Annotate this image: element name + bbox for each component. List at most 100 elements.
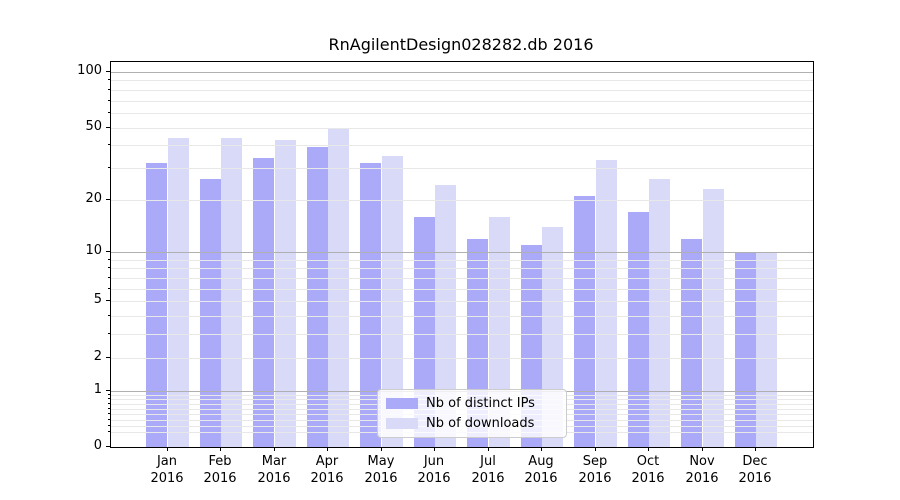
x-tick-year: 2016: [310, 471, 344, 486]
x-tick-month: Jun: [423, 454, 445, 469]
bar-distinct-ips-apr: [307, 147, 328, 447]
bar-downloads-oct: [649, 179, 670, 447]
y-minor-tick-mark: [108, 408, 110, 409]
y-minor-tick-mark: [108, 112, 110, 113]
x-tick-mark: [702, 447, 703, 451]
bar-distinct-ips-jan: [146, 163, 167, 447]
x-tick-mark: [595, 447, 596, 451]
y-minor-tick-mark: [108, 333, 110, 334]
bar-downloads-jan: [168, 138, 189, 447]
y-minor-tick-mark: [108, 431, 110, 432]
x-tick-month: Nov: [689, 454, 715, 469]
bar-distinct-ips-oct: [628, 212, 649, 447]
x-tick-label-dec: Dec 2016: [723, 453, 787, 487]
x-tick-label-jan: Jan 2016: [135, 453, 199, 487]
minor-gridline: [111, 301, 813, 302]
y-minor-tick-mark: [108, 398, 110, 399]
y-tick-label: 5: [93, 292, 102, 307]
major-gridline: [111, 252, 813, 253]
x-tick-mark: [648, 447, 649, 451]
x-tick-label-mar: Mar 2016: [242, 453, 306, 487]
chart-title: RnAgilentDesign028282.db 2016: [328, 35, 594, 54]
y-minor-tick-mark: [108, 300, 110, 301]
y-tick-label: 0: [93, 438, 102, 453]
x-tick-month: Feb: [208, 454, 232, 469]
x-tick-month: Oct: [636, 454, 660, 469]
minor-gridline: [111, 113, 813, 114]
minor-gridline: [111, 200, 813, 201]
x-tick-year: 2016: [471, 471, 505, 486]
y-minor-tick-mark: [108, 127, 110, 128]
bar-downloads-apr: [328, 128, 349, 447]
x-tick-year: 2016: [257, 471, 291, 486]
minor-gridline: [111, 128, 813, 129]
legend-swatch-downloads-icon: [386, 418, 418, 429]
minor-gridline: [111, 334, 813, 335]
y-minor-tick-mark: [108, 315, 110, 316]
minor-gridline: [111, 268, 813, 269]
x-tick-year: 2016: [631, 471, 665, 486]
y-minor-tick-mark: [108, 199, 110, 200]
x-tick-month: Apr: [315, 454, 339, 469]
x-tick-label-sep: Sep 2016: [563, 453, 627, 487]
x-tick-label-nov: Nov 2016: [670, 453, 734, 487]
minor-gridline: [111, 358, 813, 359]
bar-downloads-nov: [703, 189, 724, 447]
x-tick-label-apr: Apr 2016: [295, 453, 359, 487]
plot-area: [110, 61, 814, 448]
x-tick-month: May: [367, 454, 395, 469]
x-tick-mark: [755, 447, 756, 451]
y-minor-tick-mark: [108, 288, 110, 289]
y-tick-label: 2: [93, 349, 102, 364]
minor-gridline: [111, 80, 813, 81]
legend: Nb of distinct IPs Nb of downloads: [377, 389, 567, 438]
x-tick-month: Dec: [742, 454, 768, 469]
x-tick-year: 2016: [524, 471, 558, 486]
x-tick-mark: [541, 447, 542, 451]
y-tick-mark: [106, 251, 110, 252]
y-minor-tick-mark: [108, 394, 110, 395]
bar-distinct-ips-dec: [735, 252, 756, 447]
x-tick-label-oct: Oct 2016: [616, 453, 680, 487]
bar-distinct-ips-feb: [200, 179, 221, 447]
minor-gridline: [111, 101, 813, 102]
x-tick-year: 2016: [578, 471, 612, 486]
minor-gridline: [111, 316, 813, 317]
x-tick-mark: [488, 447, 489, 451]
minor-gridline: [111, 145, 813, 146]
x-tick-mark: [381, 447, 382, 451]
y-tick-label: 1: [93, 382, 102, 397]
y-minor-tick-mark: [108, 267, 110, 268]
x-tick-year: 2016: [738, 471, 772, 486]
bar-downloads-mar: [275, 140, 296, 447]
y-minor-tick-mark: [108, 89, 110, 90]
x-tick-mark: [327, 447, 328, 451]
y-tick-mark: [106, 390, 110, 391]
x-tick-mark: [220, 447, 221, 451]
x-tick-label-aug: Aug 2016: [509, 453, 573, 487]
bar-distinct-ips-sep: [574, 196, 595, 447]
x-tick-mark: [167, 447, 168, 451]
y-minor-tick-mark: [108, 167, 110, 168]
x-tick-month: Jul: [480, 454, 496, 469]
x-tick-year: 2016: [417, 471, 451, 486]
x-tick-year: 2016: [150, 471, 184, 486]
y-minor-tick-mark: [108, 100, 110, 101]
x-tick-year: 2016: [364, 471, 398, 486]
bar-downloads-feb: [221, 138, 242, 447]
x-tick-label-jun: Jun 2016: [402, 453, 466, 487]
y-tick-label: 20: [85, 191, 102, 206]
legend-item-downloads: Nb of downloads: [386, 416, 554, 431]
y-minor-tick-mark: [108, 144, 110, 145]
y-minor-tick-mark: [108, 403, 110, 404]
bar-distinct-ips-may: [360, 163, 381, 447]
y-minor-tick-mark: [108, 259, 110, 260]
y-tick-label: 50: [85, 119, 102, 134]
legend-item-distinct-ips: Nb of distinct IPs: [386, 396, 554, 411]
x-tick-month: Jan: [156, 454, 178, 469]
y-minor-tick-mark: [108, 425, 110, 426]
bar-downloads-sep: [596, 160, 617, 447]
x-tick-month: Mar: [261, 454, 287, 469]
x-tick-year: 2016: [685, 471, 719, 486]
